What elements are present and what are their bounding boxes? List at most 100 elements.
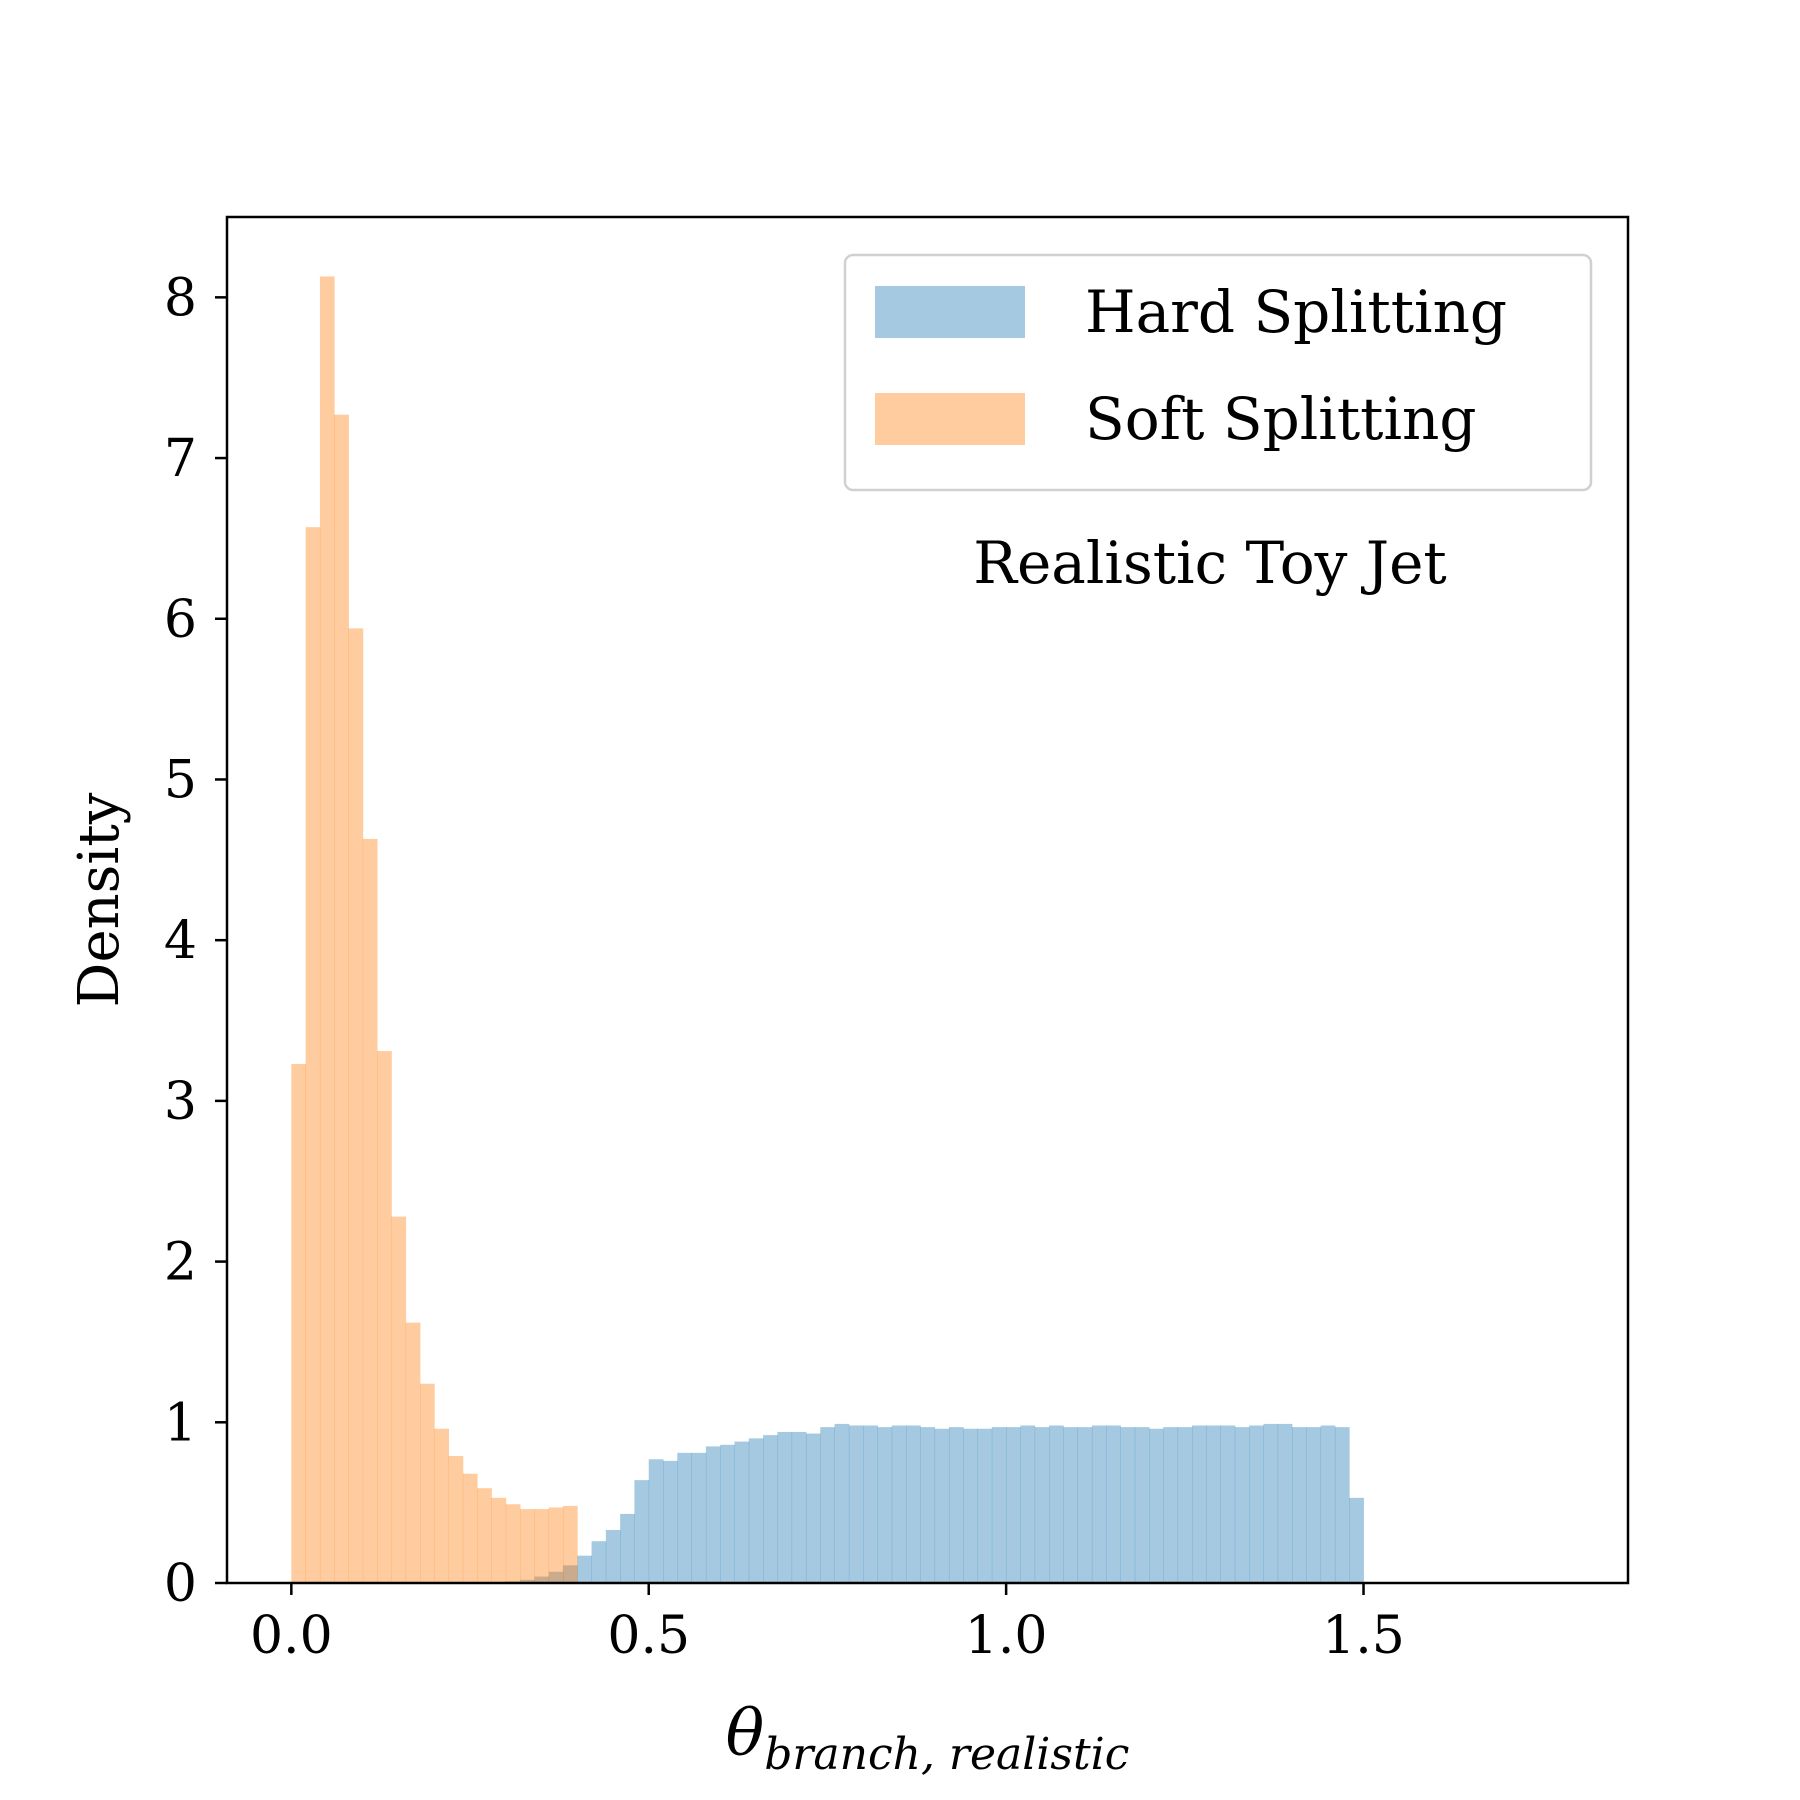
bar-hard-splitting — [591, 1541, 607, 1583]
legend-label-hard-splitting: Hard Splitting — [1085, 278, 1507, 346]
bar-hard-splitting — [934, 1428, 950, 1583]
ticks-layer: 0.0 0.5 1.0 1.5 0 1 2 3 4 5 6 7 8 — [164, 268, 1405, 1666]
bar-hard-splitting — [520, 1579, 535, 1583]
bar-soft-splitting — [377, 1051, 392, 1583]
bar-hard-splitting — [577, 1555, 592, 1583]
bar-hard-splitting — [891, 1425, 907, 1583]
bar-hard-splitting — [820, 1427, 835, 1583]
bar-soft-splitting — [419, 1383, 435, 1583]
bar-hard-splitting — [763, 1435, 778, 1583]
y-tick-label: 5 — [164, 750, 197, 810]
bar-hard-splitting — [1191, 1425, 1207, 1583]
bar-hard-splitting — [605, 1529, 621, 1583]
legend: Hard Splitting Soft Splitting — [843, 253, 1593, 492]
x-tick-label: 0.0 — [250, 1606, 333, 1666]
x-tick-label: 1.5 — [1322, 1606, 1405, 1666]
bar-hard-splitting — [548, 1571, 564, 1583]
bar-hard-splitting — [1120, 1427, 1136, 1583]
bar-hard-splitting — [748, 1438, 764, 1583]
bars-layer — [291, 276, 1364, 1584]
bar-hard-splitting — [863, 1425, 878, 1583]
bar-soft-splitting — [305, 527, 321, 1583]
y-tick-label: 1 — [164, 1393, 197, 1453]
bar-hard-splitting — [848, 1425, 864, 1583]
bar-soft-splitting — [405, 1322, 421, 1583]
bar-hard-splitting — [920, 1427, 936, 1583]
bar-hard-splitting — [1091, 1425, 1107, 1583]
bar-hard-splitting — [834, 1423, 850, 1583]
bar-hard-splitting — [1249, 1425, 1264, 1583]
chart-annotation: Realistic Toy Jet — [973, 529, 1446, 597]
bar-soft-splitting — [348, 628, 364, 1583]
bar-hard-splitting — [720, 1444, 735, 1583]
bar-soft-splitting — [448, 1456, 464, 1583]
bar-hard-splitting — [620, 1513, 635, 1583]
bar-soft-splitting — [391, 1216, 407, 1583]
bar-hard-splitting — [1049, 1425, 1064, 1583]
y-tick-label: 6 — [164, 590, 197, 650]
y-tick-label: 4 — [164, 911, 197, 971]
bar-soft-splitting — [491, 1497, 507, 1583]
y-tick-label: 0 — [164, 1554, 197, 1614]
legend-swatch-soft-splitting — [875, 393, 1025, 445]
x-axis-title: θbranch, realistic — [726, 1697, 1130, 1780]
y-axis-title: Density — [67, 792, 132, 1007]
x-axis-title-subscript: branch, realistic — [764, 1729, 1129, 1780]
bar-hard-splitting — [663, 1460, 678, 1583]
bar-hard-splitting — [1134, 1427, 1150, 1583]
bar-hard-splitting — [562, 1565, 578, 1583]
bar-hard-splitting — [1220, 1425, 1236, 1583]
bar-hard-splitting — [963, 1428, 978, 1583]
bar-hard-splitting — [877, 1427, 893, 1583]
bar-soft-splitting — [434, 1428, 449, 1583]
y-tick-label: 2 — [164, 1233, 197, 1293]
bar-hard-splitting — [1149, 1428, 1164, 1583]
bar-hard-splitting — [1106, 1425, 1121, 1583]
y-tick-label: 7 — [164, 429, 197, 489]
legend-swatch-hard-splitting — [875, 286, 1025, 338]
bar-hard-splitting — [1177, 1427, 1193, 1583]
bar-hard-splitting — [677, 1452, 693, 1583]
bar-hard-splitting — [648, 1459, 664, 1583]
bar-hard-splitting — [1020, 1425, 1036, 1583]
x-tick-label: 1.0 — [965, 1606, 1048, 1666]
bar-soft-splitting — [562, 1505, 578, 1583]
bar-hard-splitting — [1263, 1423, 1279, 1583]
bar-hard-splitting — [1320, 1425, 1336, 1583]
bar-hard-splitting — [1292, 1427, 1307, 1583]
bar-soft-splitting — [534, 1509, 550, 1583]
bar-soft-splitting — [505, 1504, 521, 1583]
bar-hard-splitting — [948, 1427, 964, 1583]
y-tick-label: 8 — [164, 268, 197, 328]
bar-hard-splitting — [1063, 1427, 1079, 1583]
bar-hard-splitting — [1077, 1427, 1093, 1583]
bar-hard-splitting — [906, 1425, 921, 1583]
bar-hard-splitting — [734, 1441, 750, 1583]
bar-hard-splitting — [1306, 1427, 1322, 1583]
bar-hard-splitting — [705, 1446, 721, 1583]
bar-hard-splitting — [634, 1480, 650, 1583]
bar-hard-splitting — [1277, 1423, 1293, 1583]
legend-label-soft-splitting: Soft Splitting — [1085, 385, 1476, 453]
x-tick-label: 0.5 — [607, 1606, 690, 1666]
bar-hard-splitting — [1206, 1425, 1221, 1583]
bar-hard-splitting — [1034, 1427, 1050, 1583]
bar-soft-splitting — [319, 276, 335, 1583]
plot-frame — [225, 215, 1630, 1585]
bar-soft-splitting — [477, 1488, 492, 1583]
bar-soft-splitting — [291, 1063, 307, 1583]
x-axis-title-symbol: θ — [726, 1697, 765, 1771]
bar-hard-splitting — [991, 1427, 1007, 1583]
bar-hard-splitting — [805, 1433, 821, 1583]
bar-hard-splitting — [977, 1428, 993, 1583]
bar-hard-splitting — [1163, 1427, 1179, 1583]
bar-hard-splitting — [791, 1431, 807, 1583]
bar-soft-splitting — [334, 414, 349, 1584]
bar-soft-splitting — [520, 1509, 535, 1583]
y-tick-label: 3 — [164, 1072, 197, 1132]
bar-hard-splitting — [691, 1452, 707, 1583]
bar-hard-splitting — [1006, 1427, 1021, 1583]
bar-hard-splitting — [777, 1431, 793, 1583]
legend-box — [843, 253, 1593, 492]
